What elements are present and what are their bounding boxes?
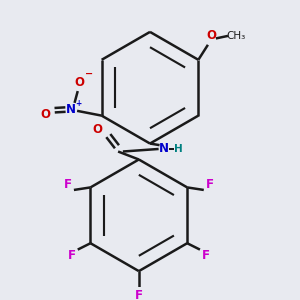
Text: O: O	[206, 29, 216, 42]
Text: F: F	[135, 289, 143, 300]
Text: F: F	[68, 249, 76, 262]
Text: O: O	[41, 107, 51, 121]
Text: H: H	[174, 144, 183, 154]
Text: F: F	[64, 178, 72, 191]
Text: F: F	[206, 178, 214, 191]
Text: N: N	[159, 142, 170, 155]
Text: N: N	[66, 103, 76, 116]
Text: O: O	[92, 123, 102, 136]
Text: −: −	[85, 69, 93, 79]
Text: CH₃: CH₃	[226, 31, 246, 41]
Text: F: F	[202, 249, 210, 262]
Text: +: +	[75, 99, 82, 108]
Text: O: O	[74, 76, 84, 88]
